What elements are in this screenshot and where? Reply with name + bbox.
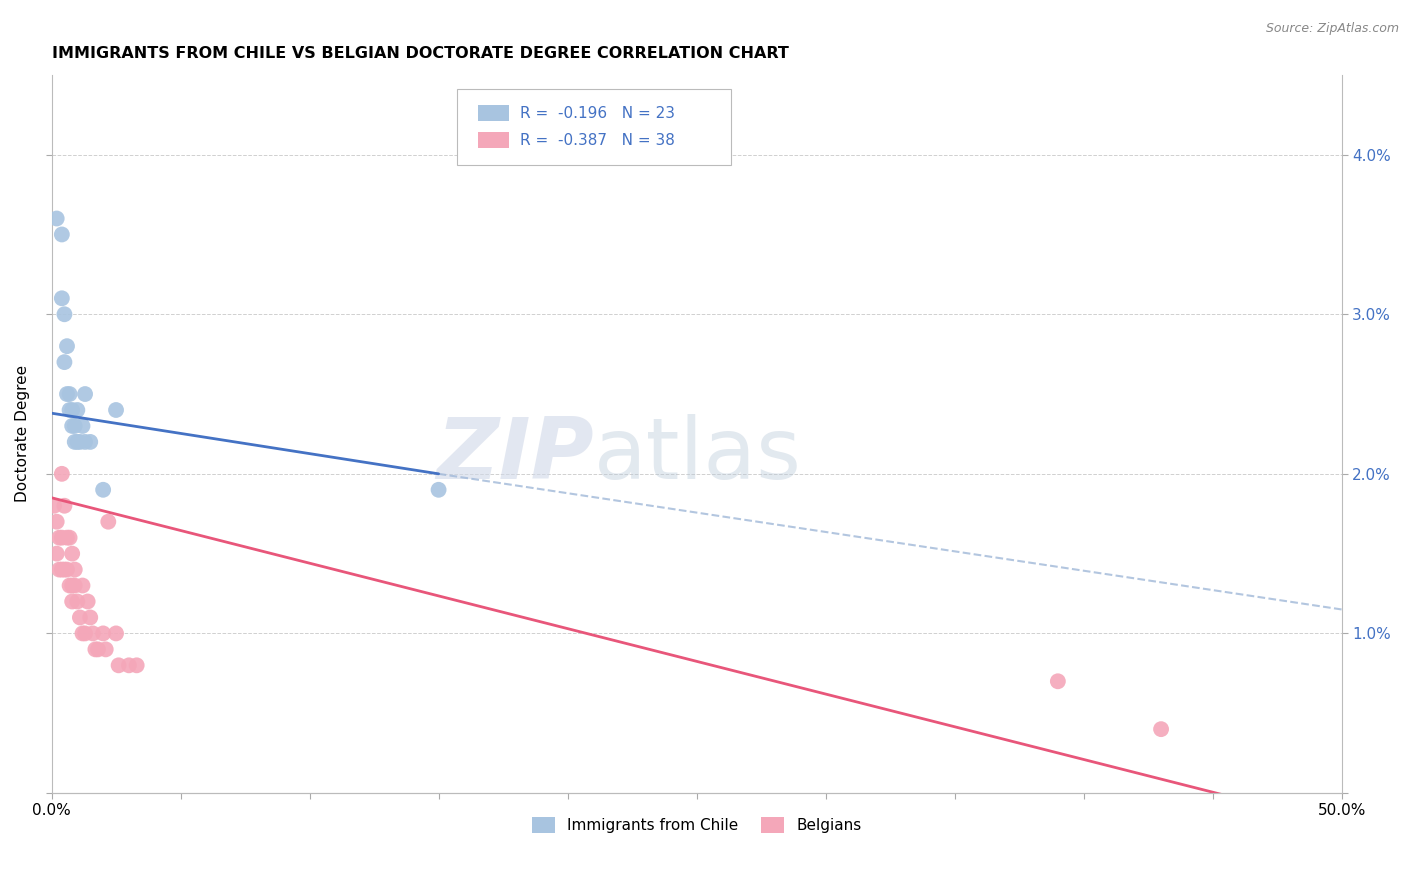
Point [72, 626, 94, 640]
Point [107, 658, 129, 673]
Point [427, 483, 450, 497]
Point [1046, 674, 1069, 689]
Text: R =  -0.196   N = 23: R = -0.196 N = 23 [520, 106, 675, 120]
Point [76, 594, 98, 608]
Point [45, 211, 67, 226]
Point [45, 515, 67, 529]
Point [79, 434, 101, 449]
Point [1150, 722, 1173, 736]
Point [72, 578, 94, 592]
Point [56, 563, 79, 577]
Point [58, 531, 80, 545]
Point [58, 387, 80, 401]
Point [79, 610, 101, 624]
Point [75, 434, 97, 449]
Point [63, 563, 86, 577]
Point [51, 531, 73, 545]
Point [45, 547, 67, 561]
Y-axis label: Doctorate Degree: Doctorate Degree [15, 366, 30, 502]
Point [69, 434, 91, 449]
Point [91, 626, 114, 640]
Point [58, 578, 80, 592]
Text: Source: ZipAtlas.com: Source: ZipAtlas.com [1265, 22, 1399, 36]
Point [60, 403, 83, 417]
Point [56, 339, 79, 353]
Point [63, 419, 86, 434]
Point [53, 563, 76, 577]
Text: IMMIGRANTS FROM CHILE VS BELGIAN DOCTORATE DEGREE CORRELATION CHART: IMMIGRANTS FROM CHILE VS BELGIAN DOCTORA… [52, 46, 789, 62]
Point [69, 610, 91, 624]
Point [53, 307, 76, 321]
Point [66, 594, 89, 608]
Point [51, 467, 73, 481]
Point [60, 547, 83, 561]
Point [87, 642, 110, 657]
Point [75, 387, 97, 401]
Point [63, 578, 86, 592]
Point [56, 387, 79, 401]
Point [97, 515, 120, 529]
Point [94, 642, 117, 657]
Legend: Immigrants from Chile, Belgians: Immigrants from Chile, Belgians [526, 811, 868, 839]
Point [91, 483, 114, 497]
Point [105, 403, 128, 417]
Point [105, 626, 128, 640]
Point [48, 531, 70, 545]
Text: atlas: atlas [593, 414, 801, 497]
Point [58, 403, 80, 417]
Point [42, 499, 65, 513]
Point [125, 658, 148, 673]
Point [60, 419, 83, 434]
Point [118, 658, 141, 673]
Point [60, 578, 83, 592]
Point [51, 227, 73, 242]
Point [51, 291, 73, 305]
Point [63, 434, 86, 449]
Point [84, 642, 107, 657]
Point [66, 434, 89, 449]
Point [53, 355, 76, 369]
Point [82, 626, 104, 640]
Point [48, 563, 70, 577]
Point [51, 563, 73, 577]
Point [72, 419, 94, 434]
Point [66, 403, 89, 417]
Point [53, 499, 76, 513]
Point [60, 594, 83, 608]
Text: R =  -0.387   N = 38: R = -0.387 N = 38 [520, 133, 675, 147]
Text: ZIP: ZIP [436, 414, 593, 497]
Point [56, 531, 79, 545]
Point [75, 626, 97, 640]
